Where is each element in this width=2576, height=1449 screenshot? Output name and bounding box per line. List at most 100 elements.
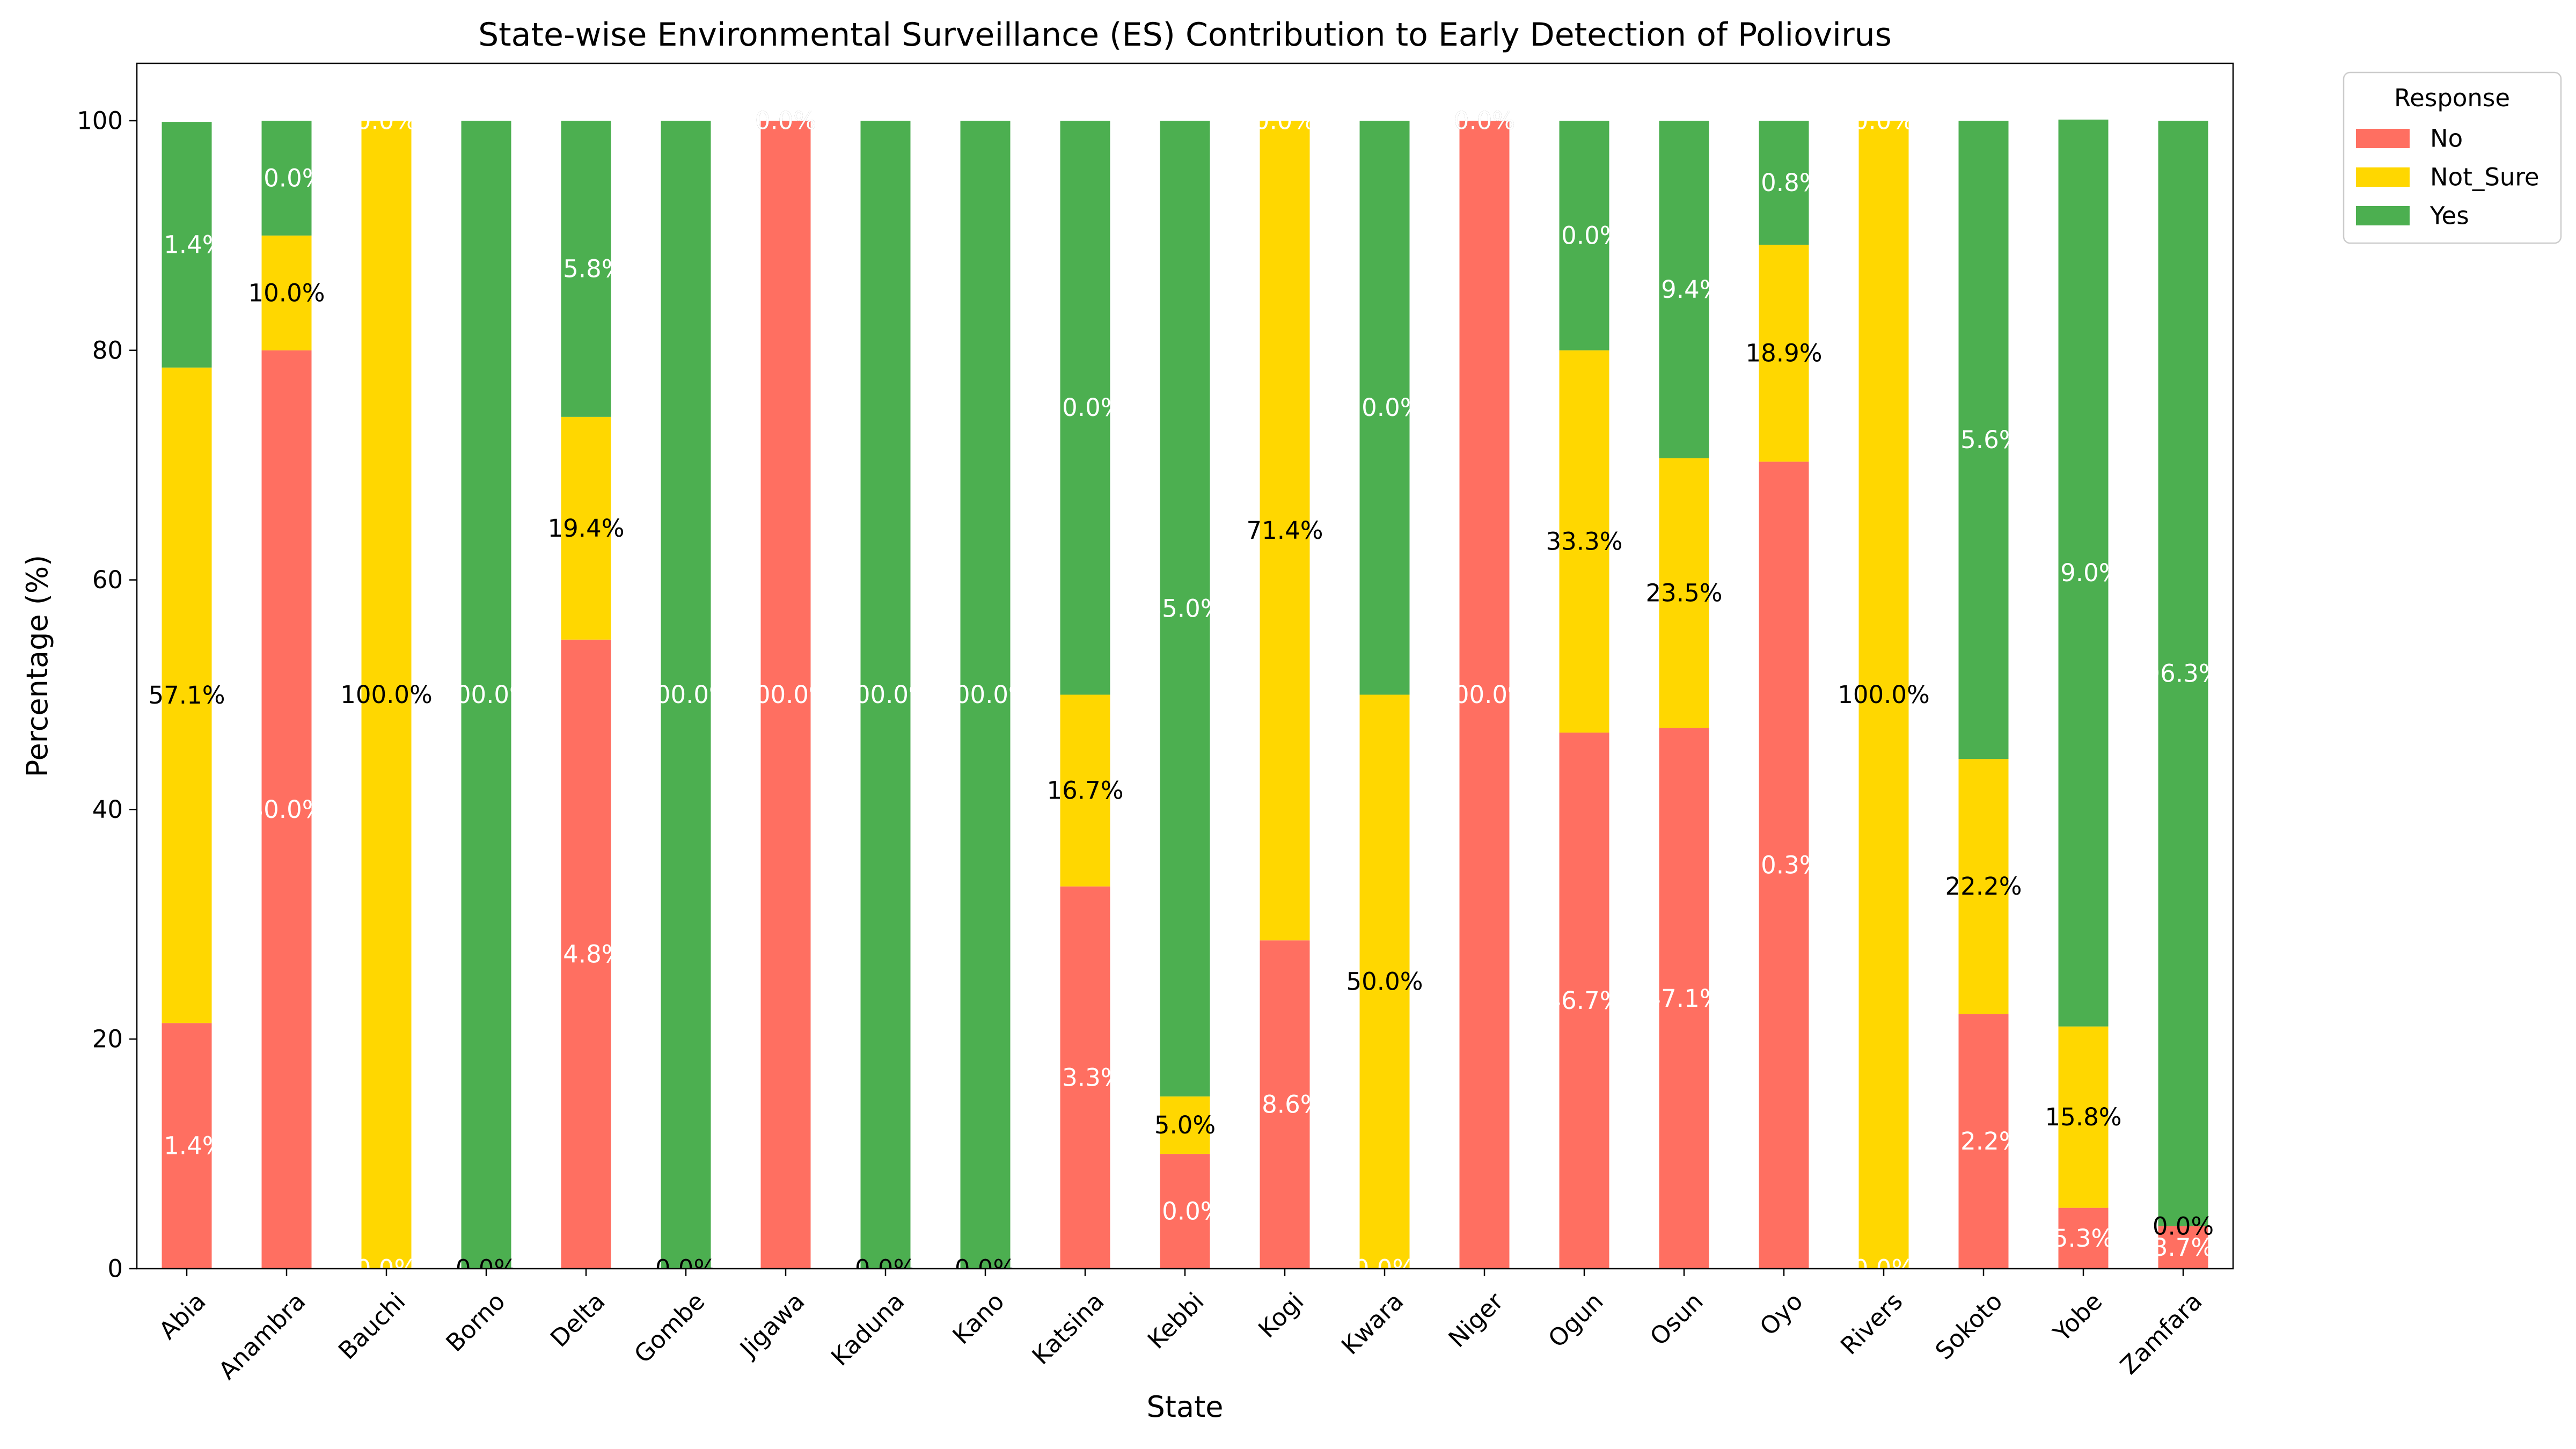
data-label-no-kaduna: 0.0% [855,1255,916,1283]
x-tick-label-delta: Delta [545,1287,610,1352]
x-axis-ticks: Abia Anambra Bauchi Borno Delta Gombe Jigawa Ka… [153,1269,2208,1385]
data-label-no-abia: 21.4% [149,1132,225,1160]
data-label-yes-bauchi: 0.0% [356,106,417,135]
bar-not-sure-oyo [1759,244,1809,462]
data-label-yes-oyo: 10.8% [1746,169,1823,197]
data-label-not-sure-kwara: 50.0% [1346,968,1423,996]
data-label-no-bauchi: 0.0% [356,1255,417,1283]
x-tick-label-katsina: Katsina [1027,1287,1110,1370]
data-label-no-kebbi: 10.0% [1147,1197,1224,1226]
data-label-yes-anambra: 10.0% [248,164,325,192]
data-label-yes-sokoto: 55.6% [1945,426,2022,454]
bar-no-kebbi [1160,1154,1210,1269]
x-tick-label-borno: Borno [441,1287,511,1357]
bar-yes-ogun [1559,120,1609,350]
data-label-no-anambra: 80.0% [248,795,325,824]
legend-label-yes: Yes [2429,202,2469,230]
data-label-no-yobe: 5.3% [2053,1224,2114,1253]
data-label-yes-kwara: 50.0% [1346,393,1423,422]
data-label-no-kogi: 28.6% [1247,1091,1323,1119]
x-tick-label-kebbi: Kebbi [1142,1287,1210,1355]
bar-not-sure-kogi [1260,120,1310,941]
bar-yes-gombe [661,120,711,1269]
x-tick-label-anambra: Anambra [213,1287,311,1385]
y-axis-ticks: 0 20 40 60 80 100 [77,106,137,1283]
data-label-yes-osun: 29.4% [1646,275,1723,304]
data-label-no-zamfara: 3.7% [2153,1233,2214,1262]
x-tick-label-niger: Niger [1443,1287,1509,1353]
bar-yes-kebbi [1160,120,1210,1097]
x-tick-label-kwara: Kwara [1336,1287,1409,1360]
data-label-yes-jigawa: 0.0% [755,106,816,135]
data-label-not-sure-jigawa: 0.0% [755,106,816,135]
bar-not-sure-kebbi [1160,1096,1210,1154]
x-tick-label-oyo: Oyo [1754,1287,1809,1341]
bar-yes-sokoto [1958,120,2009,759]
bar-no-zamfara [2158,1226,2208,1269]
data-label-yes-kogi: 0.0% [1254,106,1315,135]
bar-not-sure-abia [162,367,212,1023]
data-label-not-sure-kano: 0.0% [955,1255,1016,1283]
data-label-no-delta: 54.8% [548,940,625,968]
data-label-yes-delta: 25.8% [548,254,625,283]
data-label-no-osun: 47.1% [1646,984,1723,1013]
data-label-not-sure-borno: 0.0% [456,1255,517,1283]
data-label-yes-kaduna: 100.0% [839,680,932,709]
bar-no-jigawa [760,120,811,1269]
data-label-no-rivers: 0.0% [1853,1255,1914,1283]
data-label-no-kano: 0.0% [955,1255,1016,1283]
legend-title: Response [2394,84,2510,112]
data-label-yes-yobe: 79.0% [2045,559,2122,587]
bar-no-ogun [1559,733,1609,1269]
data-label-not-sure-kebbi: 5.0% [1154,1111,1216,1139]
y-tick-label: 100 [77,106,123,135]
data-label-no-borno: 0.0% [456,1255,517,1283]
bar-no-delta [561,639,611,1269]
data-label-yes-katsina: 50.0% [1047,393,1124,422]
bar-yes-katsina [1060,120,1110,695]
x-tick-label-zamfara: Zamfara [2114,1287,2207,1380]
data-label-yes-rivers: 0.0% [1853,106,1914,135]
bar-no-niger [1459,120,1510,1269]
data-label-not-sure-zamfara: 0.0% [2153,1212,2214,1240]
data-label-no-jigawa: 100.0% [740,680,832,709]
data-label-not-sure-sokoto: 22.2% [1945,872,2022,901]
bar-not-sure-ogun [1559,350,1609,733]
bar-yes-borno [461,120,511,1269]
bar-yes-osun [1659,120,1709,458]
bars-group [162,119,2208,1269]
y-tick-label: 20 [92,1025,123,1053]
bar-not-sure-katsina [1060,694,1110,887]
bar-no-sokoto [1958,1014,2009,1269]
bar-yes-oyo [1759,120,1809,245]
x-tick-label-osun: Osun [1644,1287,1708,1351]
x-tick-label-sokoto: Sokoto [1930,1287,2008,1365]
legend-swatch-no [2356,129,2410,148]
data-label-no-gombe: 0.0% [655,1255,716,1283]
bar-no-oyo [1759,462,1809,1269]
x-tick-label-bauchi: Bauchi [333,1287,411,1365]
x-tick-label-kogi: Kogi [1253,1287,1309,1343]
x-axis-label: State [1147,1390,1224,1424]
data-label-no-kwara: 0.0% [1354,1255,1415,1283]
bar-no-abia [162,1023,212,1269]
x-tick-label-kano: Kano [947,1287,1010,1350]
legend-label-not-sure: Not_Sure [2430,163,2540,192]
bar-not-sure-anambra [261,235,312,350]
bar-yes-zamfara [2158,120,2208,1226]
data-label-not-sure-kogi: 71.4% [1247,516,1323,545]
data-label-yes-gombe: 100.0% [640,680,732,709]
y-tick-label: 60 [92,566,123,594]
bar-not-sure-bauchi [361,120,412,1269]
y-tick-label: 0 [107,1255,123,1283]
segment-labels-group: 21.4% 57.1% 21.4% 80.0% 10.0% 10.0% 0.0% 100.0%… [149,106,2222,1283]
bar-yes-anambra [261,120,312,236]
data-label-no-niger: 100.0% [1438,680,1531,709]
x-tick-label-gombe: Gombe [628,1287,710,1368]
bar-yes-abia [162,122,212,368]
bar-yes-kano [960,120,1011,1269]
data-label-not-sure-bauchi: 100.0% [340,680,433,709]
data-label-not-sure-katsina: 16.7% [1047,777,1124,805]
bar-not-sure-rivers [1858,120,1909,1269]
bar-no-katsina [1060,886,1110,1269]
